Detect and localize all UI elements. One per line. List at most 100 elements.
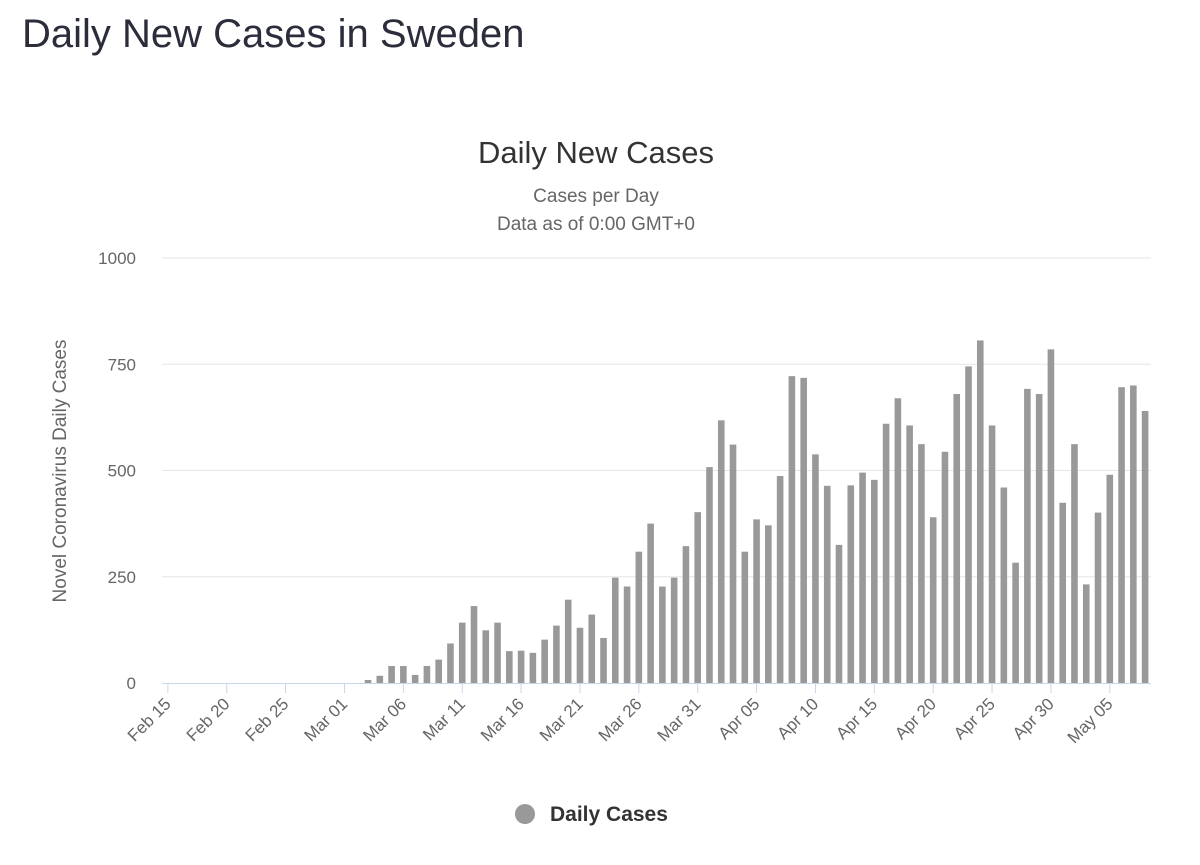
bar[interactable] <box>647 523 654 683</box>
bar[interactable] <box>729 444 737 683</box>
bar[interactable] <box>1059 502 1066 683</box>
x-tick-label: Apr 05 <box>715 694 764 743</box>
y-gridlines <box>162 257 1151 578</box>
bar[interactable] <box>765 525 772 683</box>
bar[interactable] <box>800 377 807 683</box>
x-tick-label: Mar 16 <box>477 694 528 745</box>
y-axis-tick-labels: 0 250 500 750 1000 <box>98 249 136 693</box>
bar[interactable] <box>623 586 631 683</box>
bar[interactable] <box>682 546 690 683</box>
bar[interactable] <box>1035 394 1043 683</box>
bar[interactable] <box>482 630 490 683</box>
bar[interactable] <box>871 479 878 683</box>
bar[interactable] <box>812 454 819 683</box>
bar[interactable] <box>388 666 395 683</box>
bar[interactable] <box>1141 411 1149 683</box>
bar[interactable] <box>564 599 572 683</box>
bar[interactable] <box>588 614 596 683</box>
chart-title: Daily New Cases <box>478 135 714 170</box>
x-tick-label: May 05 <box>1064 694 1117 747</box>
x-tick-label: Feb 20 <box>183 694 234 745</box>
bar[interactable] <box>788 376 796 683</box>
x-tick-label: Apr 25 <box>950 694 999 743</box>
bar[interactable] <box>494 622 501 683</box>
x-tick-label: Mar 31 <box>654 694 705 745</box>
legend-label-daily-cases: Daily Cases <box>550 803 668 826</box>
bar[interactable] <box>506 651 513 683</box>
bar[interactable] <box>364 680 372 683</box>
bar[interactable] <box>741 551 749 683</box>
bar[interactable] <box>423 666 431 683</box>
bar[interactable] <box>611 577 619 683</box>
bar[interactable] <box>882 423 890 683</box>
bar[interactable] <box>847 485 855 683</box>
bar[interactable] <box>1024 388 1031 683</box>
y-tick-label: 250 <box>108 568 136 587</box>
bar[interactable] <box>717 420 725 683</box>
x-tick-label: Feb 25 <box>242 694 293 745</box>
bar[interactable] <box>1130 385 1137 684</box>
bar[interactable] <box>706 467 713 683</box>
bar[interactable] <box>458 622 466 683</box>
x-tick-label: Mar 21 <box>536 694 587 745</box>
bar[interactable] <box>953 394 961 683</box>
bar[interactable] <box>517 650 525 683</box>
chart-subtitle-line-1: Cases per Day <box>533 186 659 207</box>
bar[interactable] <box>1047 349 1055 683</box>
bar[interactable] <box>776 476 784 683</box>
bar[interactable] <box>694 512 702 683</box>
bar[interactable] <box>1071 444 1078 683</box>
bar[interactable] <box>1106 474 1114 683</box>
bar[interactable] <box>976 340 984 683</box>
x-tick-label: Apr 15 <box>832 694 881 743</box>
bar[interactable] <box>1000 487 1008 684</box>
bar[interactable] <box>376 675 384 683</box>
y-tick-label: 750 <box>108 355 136 374</box>
legend[interactable]: Daily Cases <box>515 803 668 826</box>
bar[interactable] <box>447 643 454 683</box>
bar[interactable] <box>635 551 643 683</box>
y-axis-label: Novel Coronavirus Daily Cases <box>50 340 71 603</box>
bar[interactable] <box>541 639 548 683</box>
x-axis-ticks: Feb 15 Feb 20 Feb 25 Mar 01 Mar 06 Mar 11 Mar … <box>124 683 1117 747</box>
bar-series-daily-cases <box>364 340 1149 684</box>
x-tick-label: Apr 10 <box>773 694 822 743</box>
y-tick-label: 1000 <box>98 249 136 268</box>
bar[interactable] <box>400 666 407 683</box>
bar[interactable] <box>1094 512 1102 683</box>
bar[interactable] <box>823 485 831 683</box>
bar[interactable] <box>835 544 843 683</box>
bar[interactable] <box>906 425 913 683</box>
bar[interactable] <box>529 652 537 683</box>
x-tick-label: Mar 06 <box>359 694 410 745</box>
bar[interactable] <box>988 425 996 683</box>
x-tick-label: Apr 30 <box>1009 694 1058 743</box>
bar[interactable] <box>859 472 866 683</box>
bar[interactable] <box>929 517 937 683</box>
bar[interactable] <box>941 451 949 683</box>
bar[interactable] <box>918 444 925 683</box>
bar[interactable] <box>576 627 584 683</box>
bar[interactable] <box>753 519 760 683</box>
bar[interactable] <box>894 398 902 683</box>
bar[interactable] <box>1082 584 1090 683</box>
bar[interactable] <box>553 625 560 683</box>
y-tick-label: 500 <box>108 462 136 481</box>
bar[interactable] <box>411 674 419 683</box>
x-tick-label: Apr 20 <box>891 694 940 743</box>
x-tick-label: Mar 26 <box>595 694 646 745</box>
bar[interactable] <box>659 586 666 683</box>
bar[interactable] <box>670 577 678 683</box>
x-tick-label: Feb 15 <box>124 694 175 745</box>
x-tick-label: Mar 01 <box>300 694 351 745</box>
bar[interactable] <box>965 366 972 683</box>
bar[interactable] <box>1012 562 1019 683</box>
bar[interactable] <box>600 637 607 683</box>
y-tick-label: 0 <box>127 674 136 693</box>
chart-subtitle-line-2: Data as of 0:00 GMT+0 <box>497 214 695 235</box>
page-title: Daily New Cases in Sweden <box>22 12 525 56</box>
bar[interactable] <box>470 606 478 683</box>
bar[interactable] <box>435 659 442 683</box>
bar[interactable] <box>1118 387 1125 683</box>
